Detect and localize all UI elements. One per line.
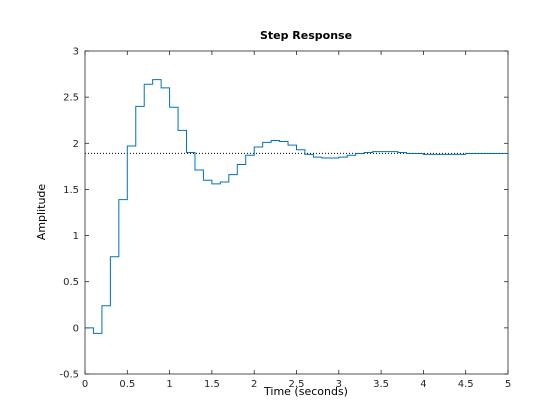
x-tick-label: 4 bbox=[420, 379, 426, 390]
x-tick-label: 2.5 bbox=[289, 379, 305, 390]
x-tick-label: 3 bbox=[336, 379, 342, 390]
y-tick-label: 0 bbox=[73, 323, 79, 334]
y-tick-label: 2.5 bbox=[63, 93, 79, 104]
step-response-line bbox=[85, 79, 508, 334]
x-tick-label: 1 bbox=[166, 379, 172, 390]
y-tick-label: 1 bbox=[73, 231, 79, 242]
plot-area bbox=[85, 51, 508, 374]
x-axis-label: Time (seconds) bbox=[263, 385, 348, 398]
y-tick-label: 3 bbox=[73, 47, 79, 58]
y-tick-label: 1.5 bbox=[63, 185, 79, 196]
y-tick-label: 0.5 bbox=[63, 277, 79, 288]
x-tick-label: 0.5 bbox=[119, 379, 135, 390]
x-tick-label: 3.5 bbox=[373, 379, 389, 390]
x-tick-label: 1.5 bbox=[204, 379, 220, 390]
y-tick-label: -0.5 bbox=[59, 370, 79, 381]
y-tick-label: 2 bbox=[73, 139, 79, 150]
y-axis-label: Amplitude bbox=[35, 184, 48, 241]
plot-frame bbox=[84, 50, 509, 375]
x-tick-label: 4.5 bbox=[458, 379, 474, 390]
x-tick-label: 0 bbox=[82, 379, 88, 390]
x-tick-label: 5 bbox=[505, 379, 511, 390]
chart-title: Step Response bbox=[260, 29, 352, 42]
x-tick-label: 2 bbox=[251, 379, 257, 390]
ticks-layer: 0 0.5 1 1.5 2 2.5 3 3.5 4 4.5 5-0.500.511.522.53 bbox=[59, 47, 511, 391]
